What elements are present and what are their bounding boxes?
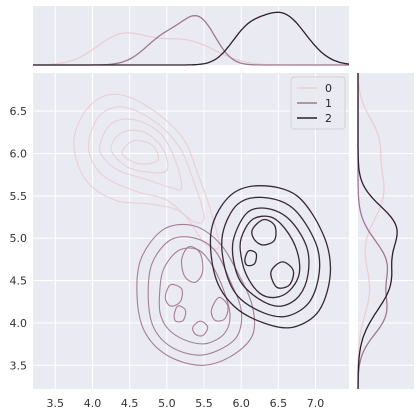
contour-line [98,118,183,191]
y-tick-label: 5.0 [10,232,28,245]
x-tick-label: 4.0 [84,397,102,410]
marginal-y-curve-series-2 [357,73,398,390]
contour-line [110,129,169,174]
x-tick-labels: 3.5 4.0 4.5 5.0 5.5 6.0 6.5 7.0 [47,397,325,410]
contour-line [180,245,204,283]
kde-contours [73,93,332,366]
marginal-y-panel [357,73,414,390]
marginal-x-curve-series-2 [33,11,350,66]
contour-group-series-1 [136,223,256,366]
contour-line [73,93,220,250]
x-tick-label: 6.0 [232,397,250,410]
contour-line [87,106,205,224]
y-tick-label: 6.5 [10,105,28,118]
contour-line [158,247,231,345]
marginal-x-grid [54,6,317,65]
x-tick-label: 5.0 [158,397,176,410]
contour-line [209,185,332,329]
x-tick-label: 6.5 [270,397,288,410]
contour-line [251,218,277,246]
contour-line [136,223,256,366]
contour-line [173,305,187,323]
contour-line [121,139,160,165]
marginal-x-background [33,6,349,65]
legend-label: 0 [325,82,332,95]
x-tick-label: 5.5 [195,397,213,410]
contour-group-series-2 [209,185,332,329]
contour-line [244,249,258,267]
contour-line [192,320,209,337]
marginal-x-density-curves [33,11,350,66]
contour-line [239,215,301,299]
y-tick-label: 5.5 [10,190,28,203]
legend-label: 2 [325,112,332,125]
marginal-x-panel [33,6,350,66]
y-tick-label: 4.5 [10,275,28,288]
contour-line [221,196,321,318]
y-tick-label: 4.0 [10,317,28,330]
contour-line [210,296,229,322]
y-tick-labels: 3.5 4.0 4.5 5.0 5.5 6.0 6.5 [10,105,28,372]
x-tick-label: 3.5 [47,397,65,410]
contour-line [270,261,295,289]
x-tick-label: 4.5 [121,397,139,410]
contour-line [147,236,243,356]
contour-group-series-0 [73,93,220,250]
y-tick-label: 6.0 [10,147,28,160]
legend: 0 1 2 [290,76,346,130]
y-tick-label: 3.5 [10,359,28,372]
legend-label: 1 [325,97,332,110]
marginal-y-background [358,73,414,389]
marginal-y-density-curves [357,73,398,390]
contour-line [164,283,183,307]
contour-line [231,207,310,307]
x-tick-label: 7.0 [307,397,325,410]
joint-panel: 3.5 4.0 4.5 5.0 5.5 6.0 6.5 7.0 3.5 4.0 4.5 5.0 5.5… [10,73,349,410]
legend-box [290,76,346,130]
